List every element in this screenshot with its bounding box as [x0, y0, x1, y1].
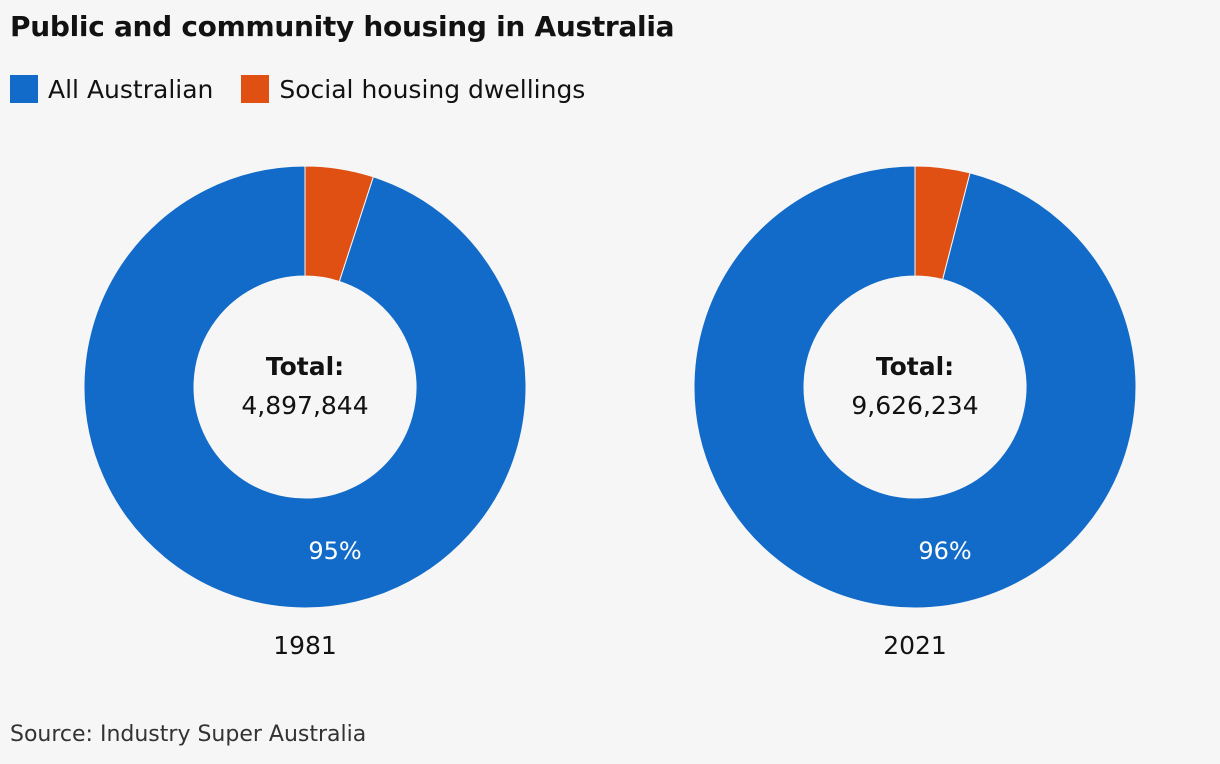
source-note: Source: Industry Super Australia [10, 722, 367, 747]
donut-chart-2021: 96% Total: 9,626,234 2021 [693, 165, 1137, 660]
legend-label-social-housing: Social housing dwellings [279, 74, 586, 104]
legend-label-all-australian: All Australian [48, 74, 214, 104]
slice-social-housing-1981 [304, 165, 374, 283]
legend-swatch-all-australian [10, 75, 38, 103]
year-label-2021: 2021 [883, 631, 947, 660]
slice-label-1981: 95% [308, 537, 361, 565]
slice-all-australian-2021 [693, 165, 1137, 609]
donut-chart-1981: 95% Total: 4,897,844 1981 [83, 165, 527, 660]
slice-all-australian-1981 [83, 165, 527, 609]
center-total-heading-1981: Total: [266, 352, 344, 381]
slice-social-housing-2021 [914, 165, 971, 281]
legend-swatch-social-housing [241, 75, 270, 103]
chart-title: Public and community housing in Australi… [10, 10, 675, 43]
legend: All Australian Social housing dwellings [10, 72, 613, 106]
year-label-1981: 1981 [273, 631, 337, 660]
legend-item-all-australian: All Australian [10, 75, 213, 104]
legend-item-social-housing: Social housing dwellings [241, 75, 585, 104]
center-total-value-2021: 9,626,234 [851, 391, 978, 420]
slice-label-2021: 96% [918, 537, 971, 565]
center-total-heading-2021: Total: [876, 352, 954, 381]
center-total-value-1981: 4,897,844 [241, 391, 368, 420]
